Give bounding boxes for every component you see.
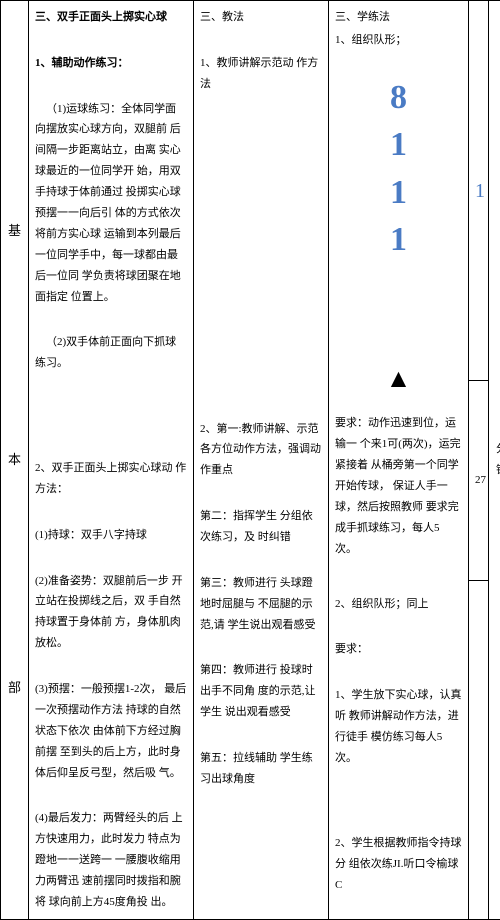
aux-exercise-1: （1)运球练习：全体同学面 向摆放实心球方向，双腿前 后间隔一步距离站立，由离 … [35, 99, 187, 308]
practice-method-column: 三、学练法 1、组织队形； 8 1 1 1 ▲ 要求：动作迅速到位，运输一 个来… [329, 1, 469, 920]
practice-2: 2、组织队形；同上 [335, 594, 462, 615]
count-val: 27 [475, 474, 486, 486]
formation-number-1: 8 [335, 74, 462, 122]
teach-2c: 第三：教师进行 头球蹬地时屈腿与 不屈腿的示范,请 学生说出观看感受 [200, 573, 322, 636]
teach-title: 三、教法 [200, 7, 322, 28]
main-title: 三、双手正面头上掷实心球 [35, 7, 187, 28]
method-title: 2、双手正面头上掷实心球动 作方法： [35, 458, 187, 500]
practice-title: 三、学练法 [335, 7, 462, 28]
count-cell-3 [469, 581, 489, 920]
count-num: 1 [475, 180, 485, 202]
formation-number-3: 1 [335, 169, 462, 217]
formation-number-4: 1 [335, 216, 462, 264]
teach-2b: 第二：指挥学生 分组依次练习，及 时纠错 [200, 506, 322, 548]
teaching-method-column: 三、教法 1、教师讲解示范动 作方法 2、第一:教师讲解、示范各方位动作方法，强… [194, 1, 329, 920]
triangle-icon: ▲ [335, 354, 462, 403]
teach-2e: 第五：拉线辅助 学生练习出球角度 [200, 748, 322, 790]
aux-exercise-2: （2)双手体前正面向下抓球 练习。 [35, 332, 187, 374]
section-char-2: 本 [7, 448, 22, 473]
teach-2: 2、第一:教师讲解、示范各方位动作方法，强调动作重点 [200, 419, 322, 482]
method-1: (1)持球：双手八字持球 [35, 525, 187, 546]
time-value: 分 钟 [496, 443, 500, 476]
section-char-3: 部 [7, 676, 22, 701]
practice-1: 1、组织队形； [335, 30, 462, 51]
teach-2d: 第四：教师进行 投球时出手不同角 度的示范,让学生 说出观看感受 [200, 660, 322, 723]
method-4: (4)最后发力：两臂经头的后 上方快速用力，此时发力 特点为蹬地一一送跨一 一腰… [35, 808, 187, 912]
practice-4: 2、学生根据教师指令持球分 组依次练JI.听口令榆球C [335, 833, 462, 896]
requirement-1: 要求：动作迅速到位，运输一 个来1可(两次)，运完紧接着 从桶旁第一个同学开始传… [335, 413, 462, 559]
content-column: 三、双手正面头上掷实心球 1、辅助动作练习： （1)运球练习：全体同学面 向摆放… [29, 1, 194, 920]
count-cell-1: 1 [469, 1, 489, 381]
formation-number-2: 1 [335, 121, 462, 169]
method-2: (2)准备姿势：双腿前后一步 开立站在投掷线之后，双 手自然持球置于身体前 方，… [35, 571, 187, 655]
practice-3: 1、学生放下实心球，认真听 教师讲解动作方法，进行徒手 模仿练习每人5次。 [335, 685, 462, 769]
requirement-2: 要求： [335, 639, 462, 660]
method-3: (3)预摆：一般预摆1-2次， 最后一次预摆动作方法 持球的自然状态下依次 由体… [35, 679, 187, 783]
teach-1: 1、教师讲解示范动 作方法 [200, 53, 322, 95]
aux-title: 1、辅助动作练习： [35, 53, 187, 74]
time-cell: 分 钟 [489, 1, 500, 920]
section-label: 基 本 部 [1, 1, 29, 920]
count-cell-2: 27 [469, 381, 489, 581]
section-char-1: 基 [7, 219, 22, 244]
